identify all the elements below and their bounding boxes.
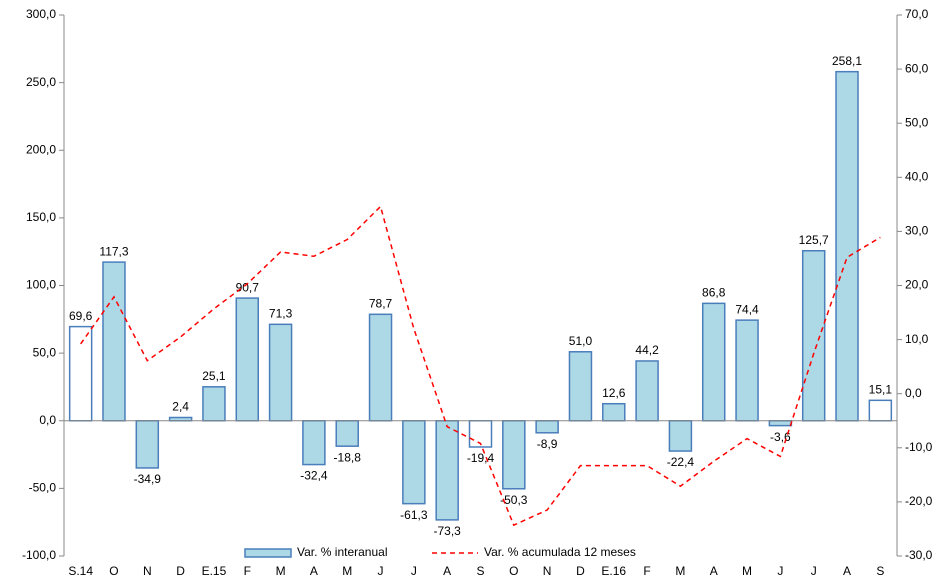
- y2-tick-label: 40,0: [905, 169, 929, 183]
- y-tick-label: 100,0: [26, 278, 56, 292]
- bar: [135, 420, 160, 469]
- bar: [502, 420, 526, 490]
- bar: [868, 399, 893, 422]
- bar: [202, 386, 226, 422]
- y2-tick-label: 30,0: [905, 224, 929, 238]
- value-label: 86,8: [702, 286, 726, 300]
- x-tick-label: M: [675, 564, 685, 578]
- x-tick-label: O: [109, 564, 118, 578]
- value-label: 71,3: [269, 306, 293, 320]
- y2-tick-label: -10,0: [905, 440, 933, 454]
- value-label: 69,6: [69, 309, 93, 323]
- value-label: 51,0: [569, 334, 593, 348]
- x-tick-label: S: [876, 564, 884, 578]
- y2-tick-label: 60,0: [905, 61, 929, 75]
- legend-label: Var. % acumulada 12 meses: [484, 545, 636, 559]
- x-tick-label: J: [411, 564, 417, 578]
- x-tick-label: A: [843, 564, 851, 578]
- x-tick-label: E.15: [202, 564, 227, 578]
- value-label: 44,2: [635, 343, 659, 357]
- bar: [835, 70, 859, 422]
- x-tick-label: A: [710, 564, 718, 578]
- x-tick-label: F: [244, 564, 251, 578]
- value-label: -50,3: [500, 493, 528, 507]
- value-label: 78,7: [369, 296, 393, 310]
- value-label: 12,6: [602, 386, 626, 400]
- y-tick-label: -50,0: [29, 481, 57, 495]
- value-label: -19,4: [467, 451, 495, 465]
- x-tick-label: O: [509, 564, 518, 578]
- bar: [268, 323, 293, 422]
- value-label: 125,7: [799, 233, 829, 247]
- y-tick-label: 150,0: [26, 210, 56, 224]
- x-tick-label: J: [777, 564, 783, 578]
- value-label: -34,9: [134, 472, 162, 486]
- x-tick-label: S: [476, 564, 484, 578]
- bar: [535, 420, 559, 434]
- bar: [768, 420, 793, 427]
- y-tick-label: 50,0: [33, 345, 57, 359]
- x-tick-label: M: [342, 564, 352, 578]
- y2-tick-label: 0,0: [905, 386, 922, 400]
- y2-tick-label: 20,0: [905, 278, 929, 292]
- bar: [668, 420, 693, 452]
- x-tick-label: J: [811, 564, 817, 578]
- x-tick-label: N: [543, 564, 552, 578]
- bar: [801, 249, 826, 422]
- y-tick-label: 300,0: [26, 7, 56, 21]
- x-tick-label: M: [276, 564, 286, 578]
- y2-tick-label: -20,0: [905, 494, 933, 508]
- value-label: -32,4: [300, 469, 328, 483]
- value-label: 117,3: [99, 244, 128, 258]
- x-tick-label: N: [143, 564, 152, 578]
- x-tick-label: D: [576, 564, 585, 578]
- bar: [568, 351, 593, 422]
- y-tick-label: -100,0: [22, 548, 56, 562]
- bar: [235, 297, 260, 422]
- value-label: 90,7: [236, 280, 260, 294]
- y-tick-label: 200,0: [26, 142, 56, 156]
- bar: [102, 261, 126, 422]
- value-label: 25,1: [202, 369, 226, 383]
- value-label: -22,4: [667, 455, 695, 469]
- value-label: 74,4: [735, 302, 759, 316]
- y-tick-label: 250,0: [26, 75, 56, 89]
- y2-tick-label: -30,0: [905, 548, 933, 562]
- legend-swatch: [244, 548, 292, 558]
- value-label: 15,1: [869, 382, 893, 396]
- value-label: 258,1: [832, 54, 862, 68]
- value-label: -61,3: [400, 508, 428, 522]
- bar: [701, 302, 726, 422]
- x-tick-label: A: [310, 564, 318, 578]
- value-label: -18,8: [334, 450, 362, 464]
- y2-tick-label: 50,0: [905, 115, 929, 129]
- x-tick-label: M: [742, 564, 752, 578]
- x-tick-label: E.16: [601, 564, 626, 578]
- line: [80, 205, 881, 527]
- bar: [68, 325, 93, 422]
- bar: [735, 319, 759, 422]
- bar: [435, 420, 459, 521]
- value-label: -73,3: [434, 524, 462, 538]
- value-label: 2,4: [172, 400, 189, 414]
- value-label: -8,9: [537, 437, 558, 451]
- bar: [335, 420, 359, 447]
- bar: [602, 402, 626, 422]
- y2-tick-label: 70,0: [905, 7, 929, 21]
- bar: [302, 420, 326, 466]
- x-tick-label: D: [176, 564, 185, 578]
- bar: [368, 313, 393, 422]
- y-tick-label: 0,0: [39, 413, 56, 427]
- x-tick-label: J: [378, 564, 384, 578]
- x-tick-label: F: [643, 564, 650, 578]
- x-tick-label: A: [443, 564, 451, 578]
- bar: [635, 360, 659, 422]
- bar: [402, 420, 426, 505]
- x-tick-label: S.14: [68, 564, 93, 578]
- legend-label: Var. % interanual: [297, 545, 388, 559]
- y2-tick-label: 10,0: [905, 332, 929, 346]
